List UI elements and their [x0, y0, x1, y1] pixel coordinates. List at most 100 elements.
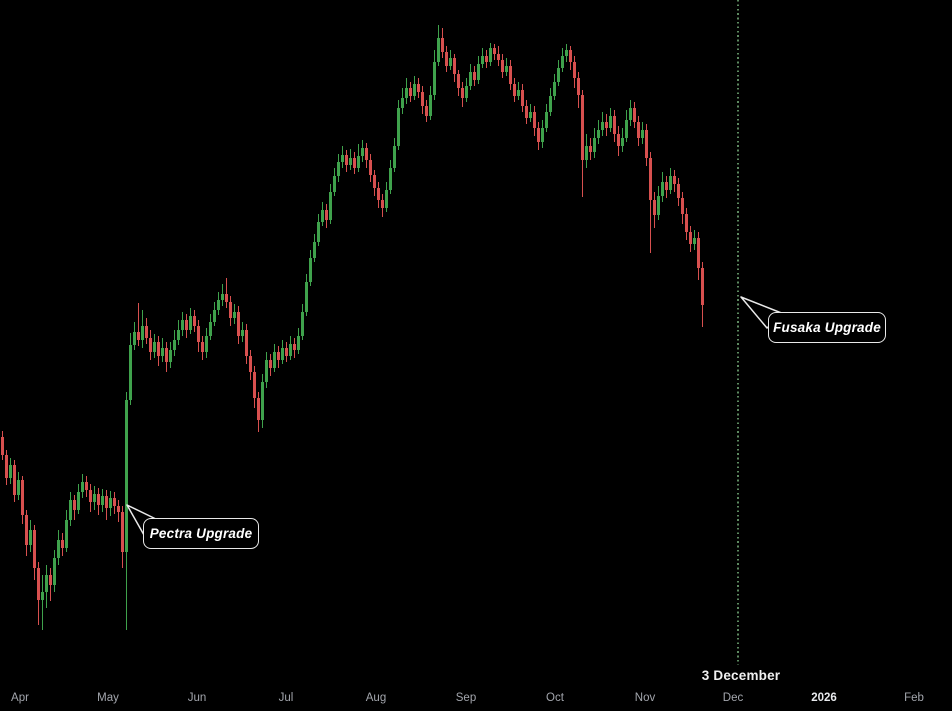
candle-body [21, 480, 24, 515]
candle-body [309, 258, 312, 282]
fusaka-upgrade-label: Fusaka Upgrade [773, 320, 881, 335]
candle-body [585, 146, 588, 160]
candle-body [237, 312, 240, 336]
candle-body [365, 148, 368, 160]
candle-body [101, 496, 104, 505]
candle-body [413, 84, 416, 96]
candle-body [525, 106, 528, 118]
candle-body [89, 490, 92, 502]
candle-body [281, 348, 284, 360]
candle-body [321, 210, 324, 222]
candle-body [341, 155, 344, 162]
candle-body [677, 184, 680, 198]
candle-body [609, 116, 612, 128]
candle-body [513, 84, 516, 96]
candle-body [9, 465, 12, 478]
candle-body [213, 310, 216, 322]
candle-body [209, 322, 212, 336]
candle-body [381, 200, 384, 208]
candle-body [393, 146, 396, 168]
candle-body [313, 242, 316, 258]
candle-body [81, 482, 84, 492]
candle-body [305, 282, 308, 312]
candle-body [701, 268, 704, 305]
event-vertical-dotted-line[interactable] [737, 0, 739, 665]
candle-body [165, 348, 168, 362]
candle-body [497, 54, 500, 60]
axis-month-label: Feb [904, 692, 924, 704]
candle-body [629, 108, 632, 120]
candle-body [477, 64, 480, 80]
candle-body [97, 494, 100, 505]
pectra-upgrade-callout[interactable]: Pectra Upgrade [143, 518, 259, 549]
candle-body [641, 130, 644, 138]
candle-body [581, 95, 584, 160]
candle-body [653, 200, 656, 215]
candle-body [553, 82, 556, 96]
candle-body [245, 330, 248, 356]
candle-body [185, 320, 188, 330]
candle-body [221, 294, 224, 300]
candle-body [153, 342, 156, 352]
candle-body [685, 214, 688, 232]
candle-body [361, 148, 364, 156]
candle-body [561, 56, 564, 68]
candle-body [433, 62, 436, 95]
candle-body [337, 162, 340, 176]
candle-body [509, 66, 512, 84]
axis-month-label: Oct [546, 692, 564, 704]
candle-body [461, 88, 464, 98]
candle-body [69, 500, 72, 520]
candle-body [409, 88, 412, 96]
candle-body [369, 160, 372, 175]
candle-body [429, 95, 432, 116]
candle-body [657, 196, 660, 215]
candle-body [589, 146, 592, 152]
candle-body [249, 356, 252, 372]
candle-body [569, 50, 572, 62]
candle-body [129, 345, 132, 400]
candle-body [181, 320, 184, 330]
candle-body [109, 498, 112, 508]
axis-month-label: Nov [634, 692, 656, 704]
candle-body [453, 58, 456, 74]
candle-body [597, 130, 600, 138]
candle-body [377, 188, 380, 200]
candle-body [261, 382, 264, 420]
candle-body [537, 128, 540, 142]
candle-body [457, 74, 460, 88]
candle-body [669, 176, 672, 190]
candle-body [85, 482, 88, 490]
candle-body [53, 558, 56, 585]
candle-body [329, 192, 332, 220]
candle-body [285, 348, 288, 356]
candle-body [473, 72, 476, 80]
fusaka-upgrade-callout[interactable]: Fusaka Upgrade [768, 312, 886, 343]
candle-body [297, 336, 300, 350]
candle-body [117, 506, 120, 512]
candle-body [489, 48, 492, 62]
axis-month-label: Apr [11, 692, 29, 704]
candle-body [445, 52, 448, 66]
candle-body [401, 98, 404, 108]
candle-body [421, 92, 424, 106]
candle-body [61, 540, 64, 548]
candle-body [397, 108, 400, 146]
candle-body [353, 158, 356, 168]
candle-body [149, 338, 152, 352]
axis-month-label: Dec [722, 692, 744, 704]
candle-body [161, 348, 164, 356]
candle-body [105, 496, 108, 508]
event-date-label: 3 December [701, 668, 781, 683]
candle-body [77, 492, 80, 510]
candle-body [141, 326, 144, 340]
candle-body [145, 326, 148, 338]
candle-body [469, 72, 472, 86]
axis-month-label: May [97, 692, 119, 704]
candle-body [17, 480, 20, 495]
candle-body [289, 344, 292, 356]
axis-month-label: Sep [455, 692, 477, 704]
candle-body [201, 342, 204, 352]
